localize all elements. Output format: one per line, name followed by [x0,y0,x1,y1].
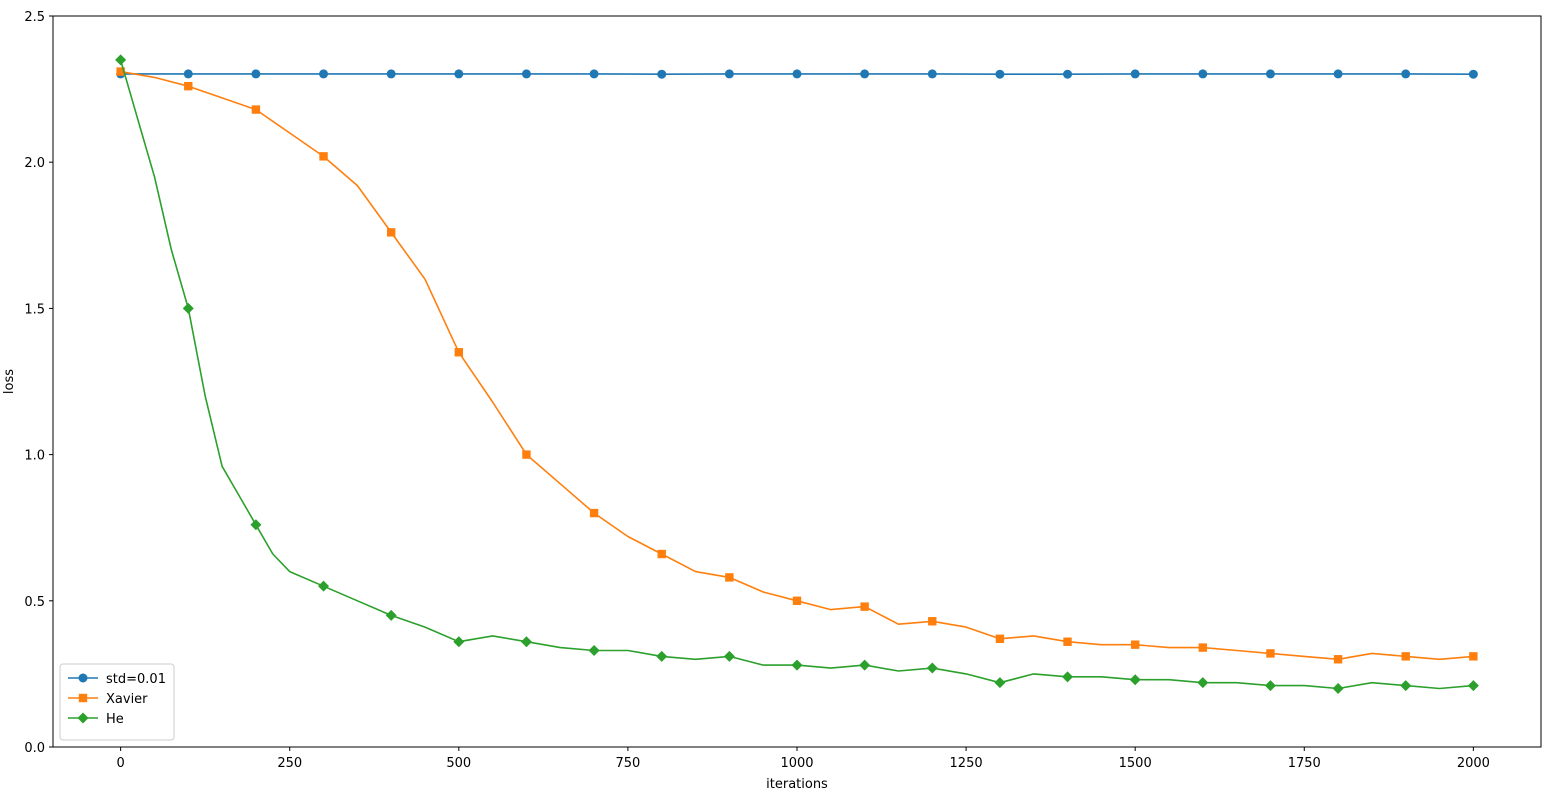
data-point [928,617,937,626]
data-point [319,152,328,161]
x-tick-label: 500 [446,756,471,771]
data-point [386,69,396,79]
x-tick-label: 1750 [1288,756,1321,771]
legend-item: std=0.01 [68,672,166,687]
data-point [1266,649,1275,658]
data-point [860,602,869,611]
data-point [926,662,938,674]
legend-marker [78,673,88,683]
data-point [1400,680,1412,692]
data-point [1469,652,1478,661]
y-tick-label: 0.0 [24,741,45,756]
data-point [657,549,666,559]
data-point [1197,677,1209,689]
data-point [927,69,937,79]
data-point [1467,680,1479,692]
legend-label: Xavier [106,692,148,707]
data-point [995,69,1005,79]
x-tick-label: 250 [277,756,302,771]
series-Xavier [116,67,1478,664]
data-point [184,81,193,91]
y-tick-label: 0.5 [24,595,45,610]
data-point [521,69,531,79]
data-point [723,650,735,662]
x-tick-label: 1000 [780,756,813,771]
x-axis-label: iterations [766,777,828,792]
data-point [725,573,734,582]
data-point [116,67,125,76]
y-tick-label: 1.5 [24,302,45,317]
data-point [385,609,397,621]
series-He [115,54,1479,695]
legend: std=0.01 Xavier He [59,663,175,741]
data-point [1401,69,1411,79]
data-point [1468,69,1478,79]
data-point [182,302,194,314]
data-point [454,69,464,79]
data-point [1129,674,1141,686]
data-point [1333,655,1343,664]
data-point [1265,69,1275,79]
data-point [520,636,532,648]
y-tick-label: 1.0 [24,449,45,464]
data-point [454,348,464,357]
legend-label: std=0.01 [106,672,166,687]
data-point [250,519,262,531]
legend-marker [77,712,89,724]
data-point [1264,680,1276,692]
data-point [657,69,667,79]
data-point [386,228,396,237]
y-axis-label: loss [2,369,17,394]
data-point [1332,683,1344,695]
data-point [589,69,599,79]
x-tick-label: 1250 [950,756,983,771]
data-point [1063,637,1072,646]
data-point [589,508,599,518]
data-point [318,580,330,592]
plot-series [115,54,1479,695]
data-point [1130,69,1140,79]
y-tick-label: 2.5 [24,10,45,25]
legend-item: He [68,712,124,727]
legend-label: He [106,712,124,727]
data-point [183,69,193,79]
data-point [115,54,127,66]
data-point [588,645,600,657]
series-std=0.01 [116,69,1478,79]
data-point [792,69,802,79]
x-tick-label: 1500 [1119,756,1152,771]
data-point [656,650,668,662]
data-point [453,636,465,648]
data-point [522,450,531,459]
data-point [1198,643,1208,652]
x-tick-label: 2000 [1457,756,1490,771]
data-point [860,69,870,79]
data-point [1333,69,1343,79]
legend-item: Xavier [68,692,148,707]
x-tick-label: 0 [116,756,124,771]
data-point [251,105,261,114]
x-tick-label: 750 [615,756,640,771]
data-point [1401,652,1410,661]
data-point [859,659,871,671]
legend-marker [78,693,88,703]
data-point [1063,69,1073,79]
x-axis-ticks: 0 250 500 750 1000 1250 1500 1750 2000 [116,747,1490,771]
y-axis-ticks: 0.0 0.5 1.0 1.5 2.0 2.5 [24,10,53,756]
data-point [791,659,803,671]
data-point [319,69,329,79]
data-point [724,69,734,79]
data-point [995,634,1005,644]
data-point [251,69,261,79]
data-point [1062,671,1074,683]
data-point [1130,640,1140,649]
data-point [792,596,802,605]
legend-box [59,663,175,741]
data-point [994,677,1006,689]
y-tick-label: 2.0 [24,156,45,171]
series-line [119,59,1474,690]
data-point [1198,69,1208,79]
